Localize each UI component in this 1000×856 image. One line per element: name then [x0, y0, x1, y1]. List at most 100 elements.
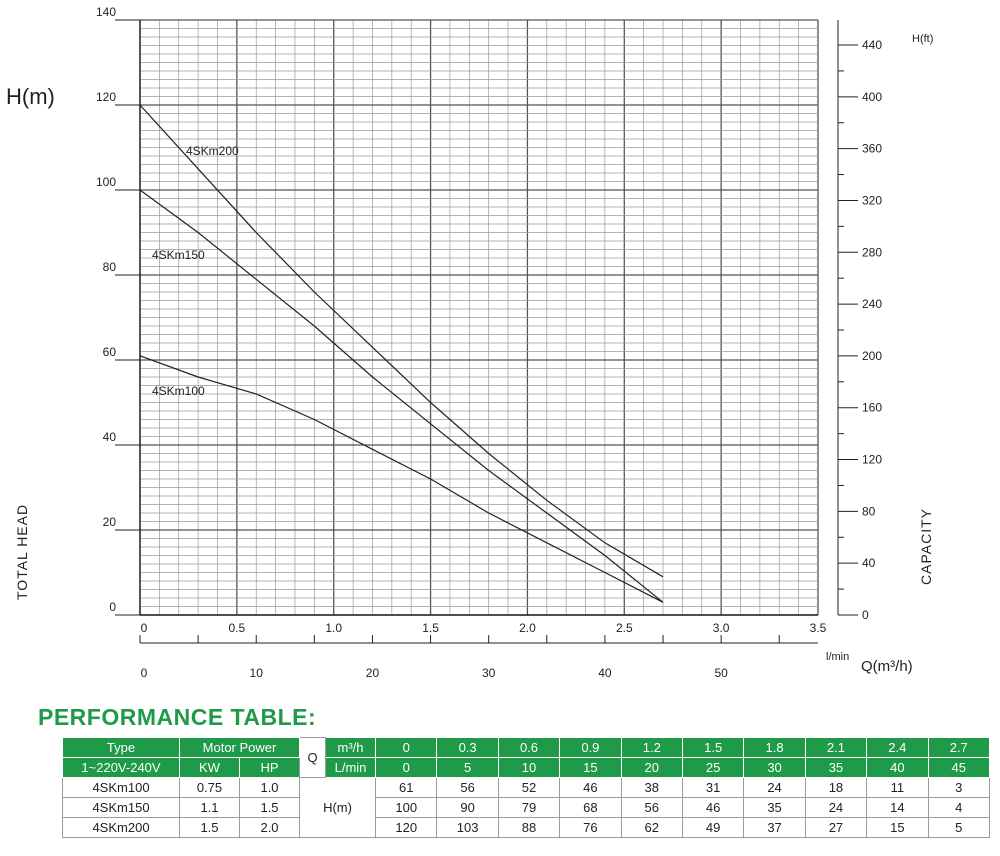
lmin-value: 5	[436, 757, 499, 778]
voltage-header: 1~220V-240V	[62, 757, 180, 778]
lmin-value: 25	[681, 757, 745, 778]
m3h-header: m³/h	[325, 737, 377, 758]
h-value-cell: 88	[497, 817, 561, 838]
h-value-cell: 5	[927, 817, 991, 838]
ft-tick-label: 400	[862, 90, 882, 104]
h-value-cell: 62	[620, 817, 683, 838]
h-value-cell: 61	[375, 777, 438, 798]
ft-tick-label: 280	[862, 245, 882, 259]
table-row: 4SKm100 0.75 1.0 H(m) 61 56 52 46 38 31 24 18 11 3	[62, 777, 991, 838]
h-value-cell: 46	[559, 777, 622, 798]
y-tick-label: 100	[96, 175, 116, 189]
h-value-cell: 120	[375, 817, 438, 838]
h-value-cell: 4	[927, 797, 991, 818]
h-value-cell: 76	[559, 817, 622, 838]
ft-tick-label: 320	[862, 193, 882, 207]
y-ft-axis-title: CAPACITY	[918, 508, 934, 585]
ft-tick-label: 120	[862, 453, 882, 467]
x-tick-label: 3.0	[713, 621, 730, 635]
curve-label-4skm100: 4SKm100	[152, 384, 205, 398]
q-header: Q	[299, 737, 327, 778]
m3h-value: 2.1	[804, 737, 868, 758]
h-value-cell: 27	[804, 817, 868, 838]
type-header: Type	[62, 737, 180, 758]
h-value-cell: 14	[866, 797, 929, 818]
x-tick-label: 2.0	[519, 621, 536, 635]
x-tick-label: 0	[141, 621, 148, 635]
m3h-value: 0	[375, 737, 438, 758]
h-value-cell: 15	[866, 817, 929, 838]
lmin-value: 35	[804, 757, 868, 778]
ft-tick-label: 240	[862, 297, 882, 311]
m3h-value: 2.4	[866, 737, 929, 758]
lmin-tick-label: 30	[482, 666, 496, 680]
x-tick-label: 0.5	[229, 621, 246, 635]
h-value-cell: 37	[743, 817, 806, 838]
ft-tick-label: 0	[862, 608, 869, 622]
ft-tick-label: 360	[862, 142, 882, 156]
hp-cell: 1.0	[238, 777, 301, 798]
curve-4skm200	[139, 104, 664, 578]
table-header-row-2: 1~220V-240V KW HP L/min 0 5 10 15 20 25 30 35 40…	[62, 757, 991, 778]
hp-cell: 2.0	[238, 817, 301, 838]
y-axis-title: TOTAL HEAD	[14, 504, 30, 600]
h-value-cell: 38	[620, 777, 683, 798]
table-row: 4SKm200 1.5 2.0 120 103 88 76 62 49 37 27 15 5	[62, 817, 991, 838]
ft-tick-label: 40	[862, 556, 876, 570]
m3h-value: 1.8	[743, 737, 806, 758]
chart-frame	[139, 20, 839, 644]
model-cell: 4SKm150	[62, 797, 180, 818]
lmin-value: 45	[927, 757, 991, 778]
y-ft-unit-label: H(ft)	[912, 33, 933, 45]
x-tick-label: 1.0	[325, 621, 342, 635]
h-value-cell: 18	[804, 777, 868, 798]
x-tick-label: 3.5	[810, 621, 827, 635]
kw-cell: 1.1	[179, 797, 240, 818]
h-value-cell: 3	[927, 777, 991, 798]
h-value-cell: 35	[743, 797, 806, 818]
ft-tick-label: 80	[862, 504, 876, 518]
h-value-cell: 68	[559, 797, 622, 818]
h-value-cell: 31	[681, 777, 745, 798]
y-tick-label: 80	[103, 260, 117, 274]
ft-tick-label: 200	[862, 349, 882, 363]
h-value-cell: 56	[620, 797, 683, 818]
hp-header: HP	[238, 757, 301, 778]
curve-4skm100	[139, 355, 664, 603]
h-value-cell: 11	[866, 777, 929, 798]
y-unit-label: H(m)	[6, 84, 55, 109]
lmin-tick-label: 40	[598, 666, 612, 680]
m3h-value: 0.6	[497, 737, 561, 758]
lmin-unit-label: l/min	[826, 651, 849, 663]
kw-cell: 1.5	[179, 817, 240, 838]
lmin-tick-label: 50	[714, 666, 728, 680]
h-label-cell: H(m)	[299, 777, 377, 838]
lmin-value: 20	[620, 757, 683, 778]
h-value-cell: 46	[681, 797, 745, 818]
table-header-row-1: Type Motor Power Q m³/h 0 0.3 0.6 0.9 1.2 1.5…	[62, 737, 991, 778]
h-value-cell: 100	[375, 797, 438, 818]
hp-cell: 1.5	[238, 797, 301, 818]
y-tick-label: 140	[96, 5, 116, 19]
y-tick-label: 0	[109, 600, 116, 614]
table-row: 4SKm150 1.1 1.5 100 90 79 68 56 46 35 24 14 4	[62, 797, 991, 818]
lmin-value: 40	[866, 757, 929, 778]
lmin-value: 10	[497, 757, 561, 778]
h-value-cell: 49	[681, 817, 745, 838]
curve-4skm150	[139, 189, 664, 603]
lmin-tick-label: 10	[250, 666, 264, 680]
m3h-value: 2.7	[927, 737, 991, 758]
h-value-cell: 24	[743, 777, 806, 798]
h-value-cell: 56	[436, 777, 499, 798]
kw-header: KW	[179, 757, 240, 778]
x-tick-label: 2.5	[616, 621, 633, 635]
m3h-value: 1.2	[620, 737, 683, 758]
h-value-cell: 90	[436, 797, 499, 818]
y-tick-label: 40	[103, 430, 117, 444]
h-value-cell: 103	[436, 817, 499, 838]
ft-tick-label: 440	[862, 38, 882, 52]
curve-label-4skm150: 4SKm150	[152, 248, 205, 262]
q-unit-label: Q(m³/h)	[861, 658, 913, 675]
x-tick-label: 1.5	[422, 621, 439, 635]
